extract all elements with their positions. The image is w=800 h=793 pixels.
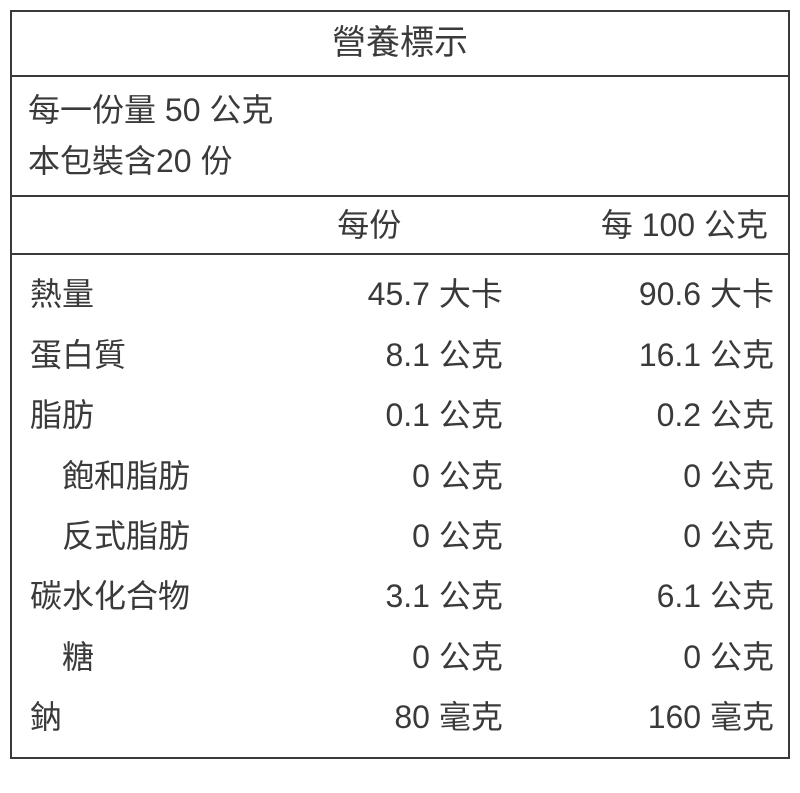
nutrient-per-100g: 6.1 公克 bbox=[525, 567, 786, 625]
nutrient-row: 反式脂肪0 公克0 公克 bbox=[14, 507, 786, 565]
nutrient-row: 熱量45.7 大卡90.6 大卡 bbox=[14, 265, 786, 323]
nutrition-facts-table: 營養標示 每一份量 50 公克 本包裝含20 份 每份 每 100 公克 熱量4… bbox=[10, 10, 790, 759]
header-empty bbox=[11, 196, 260, 254]
nutrient-per-100g: 0 公克 bbox=[525, 628, 786, 686]
nutrient-per-100g: 16.1 公克 bbox=[525, 326, 786, 384]
nutrient-row: 蛋白質8.1 公克16.1 公克 bbox=[14, 326, 786, 384]
nutrient-per-100g: 160 毫克 bbox=[525, 688, 786, 746]
servings-per-pack-line: 本包裝含20 份 bbox=[28, 136, 788, 187]
nutrient-per-100g: 0 公克 bbox=[525, 447, 786, 505]
nutrient-per-serving: 45.7 大卡 bbox=[262, 265, 523, 323]
serving-info-cell: 每一份量 50 公克 本包裝含20 份 bbox=[11, 76, 789, 196]
header-per-100g: 每 100 公克 bbox=[524, 196, 789, 254]
nutrient-per-100g: 0.2 公克 bbox=[525, 386, 786, 444]
header-per-serving: 每份 bbox=[260, 196, 525, 254]
nutrient-label: 脂肪 bbox=[14, 386, 260, 444]
nutrient-per-serving: 80 毫克 bbox=[262, 688, 523, 746]
nutrient-row: 飽和脂肪0 公克0 公克 bbox=[14, 447, 786, 505]
nutrient-label: 蛋白質 bbox=[14, 326, 260, 384]
nutrient-per-100g: 0 公克 bbox=[525, 507, 786, 565]
nutrient-row: 鈉80 毫克160 毫克 bbox=[14, 688, 786, 746]
data-body-row: 熱量45.7 大卡90.6 大卡蛋白質8.1 公克16.1 公克脂肪0.1 公克… bbox=[11, 254, 789, 757]
nutrient-label: 反式脂肪 bbox=[14, 507, 260, 565]
nutrient-label: 糖 bbox=[14, 628, 260, 686]
data-inner-table: 熱量45.7 大卡90.6 大卡蛋白質8.1 公克16.1 公克脂肪0.1 公克… bbox=[12, 255, 788, 756]
serving-info-row: 每一份量 50 公克 本包裝含20 份 bbox=[11, 76, 789, 196]
nutrient-label: 熱量 bbox=[14, 265, 260, 323]
table-title: 營養標示 bbox=[11, 11, 789, 76]
nutrient-per-100g: 90.6 大卡 bbox=[525, 265, 786, 323]
nutrient-per-serving: 8.1 公克 bbox=[262, 326, 523, 384]
nutrient-per-serving: 0 公克 bbox=[262, 447, 523, 505]
nutrient-label: 碳水化合物 bbox=[14, 567, 260, 625]
nutrient-label: 飽和脂肪 bbox=[14, 447, 260, 505]
nutrient-row: 糖0 公克0 公克 bbox=[14, 628, 786, 686]
nutrient-label: 鈉 bbox=[14, 688, 260, 746]
column-header-row: 每份 每 100 公克 bbox=[11, 196, 789, 254]
nutrient-per-serving: 0 公克 bbox=[262, 628, 523, 686]
nutrient-per-serving: 3.1 公克 bbox=[262, 567, 523, 625]
nutrient-row: 脂肪0.1 公克0.2 公克 bbox=[14, 386, 786, 444]
nutrient-per-serving: 0 公克 bbox=[262, 507, 523, 565]
serving-size-line: 每一份量 50 公克 bbox=[28, 85, 788, 136]
nutrient-per-serving: 0.1 公克 bbox=[262, 386, 523, 444]
title-row: 營養標示 bbox=[11, 11, 789, 76]
nutrient-row: 碳水化合物3.1 公克6.1 公克 bbox=[14, 567, 786, 625]
